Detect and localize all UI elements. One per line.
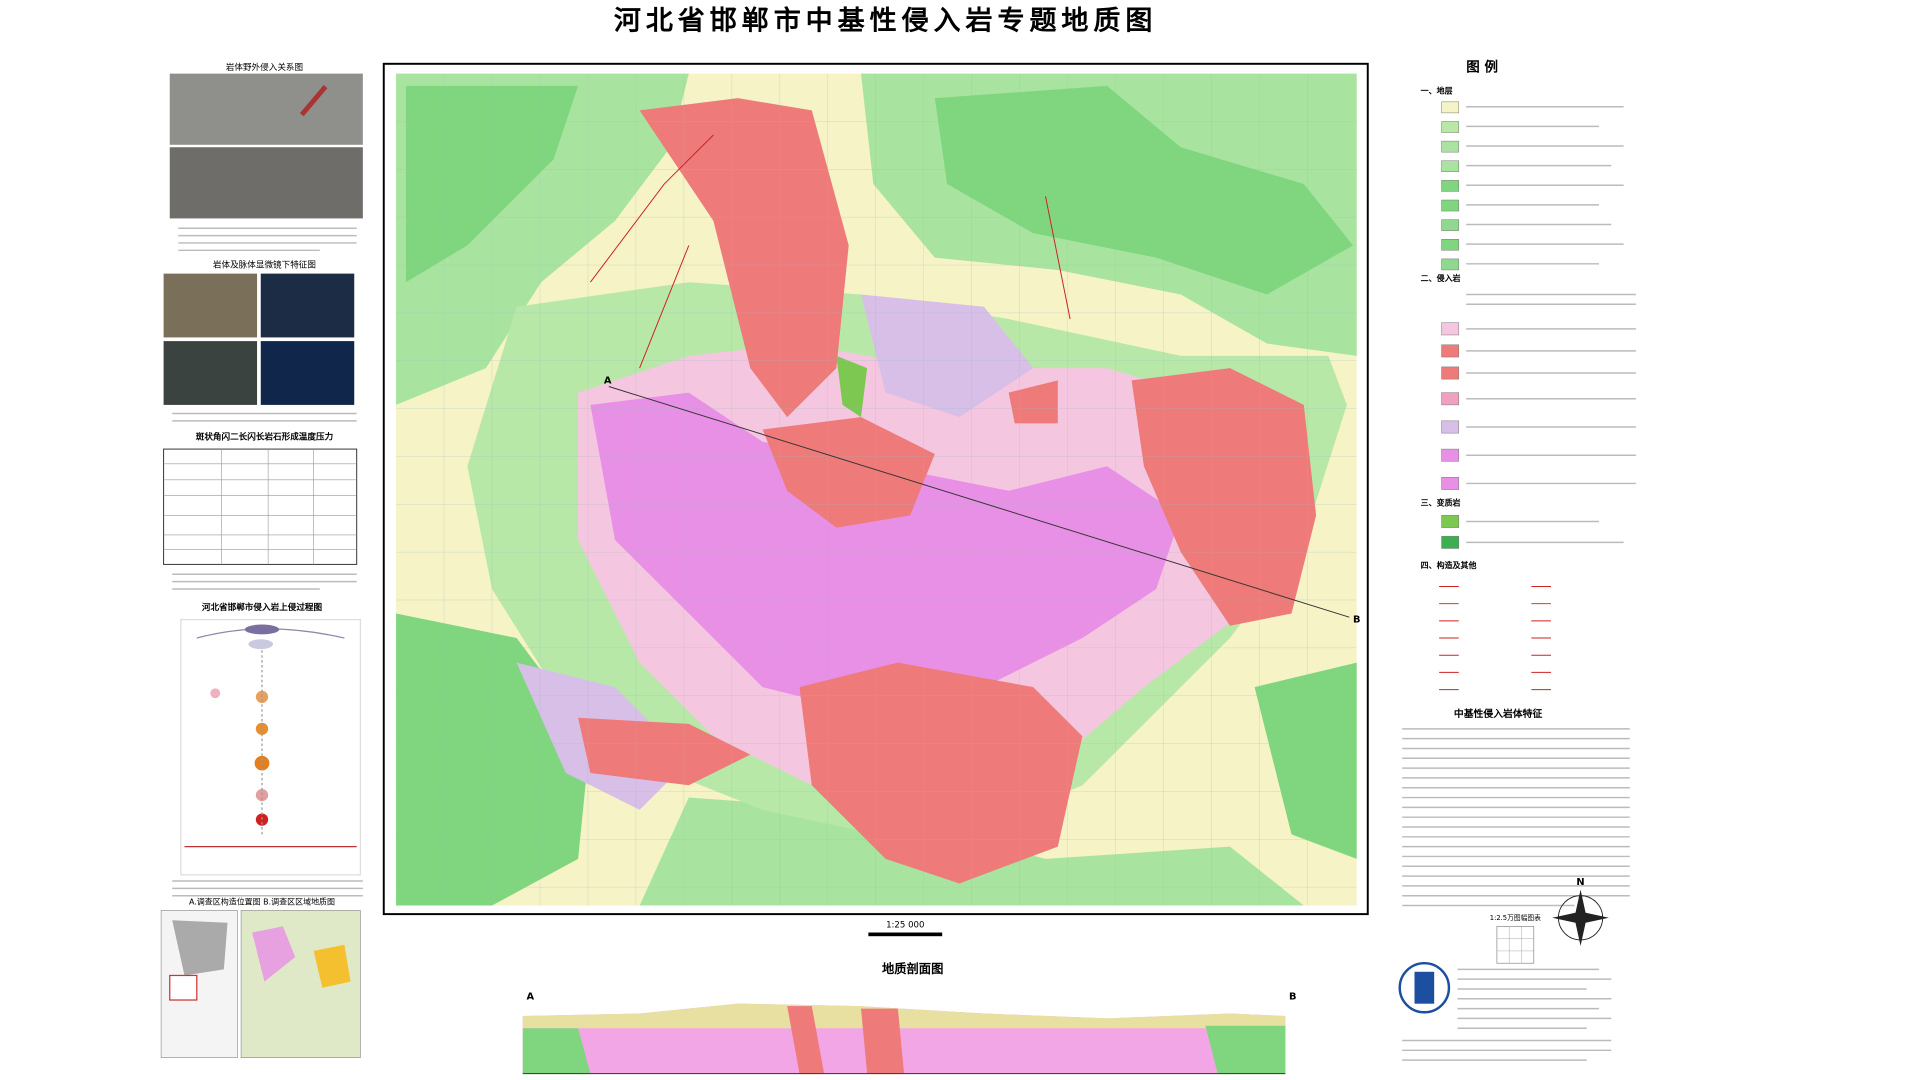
features-shape [1496, 926, 1534, 964]
legend-shape [1441, 199, 1460, 212]
left-panel-shape [163, 273, 258, 338]
left-panel-shape [180, 619, 362, 876]
label: B [1289, 991, 1296, 1002]
label: B [1353, 615, 1360, 626]
legend-shape [1441, 515, 1460, 528]
label: A [526, 991, 534, 1002]
legend-shape [1441, 258, 1460, 271]
label: 地质剖面图 [882, 961, 943, 976]
left-panel-shape [260, 341, 355, 405]
left-panel-shape [210, 688, 221, 699]
features-shape [1552, 889, 1609, 947]
features-shape [1402, 728, 1630, 907]
left-panel-shape [163, 341, 258, 405]
left-panel-shape [172, 880, 363, 897]
legend-shape [1441, 239, 1460, 251]
left-panel-shape [178, 227, 357, 252]
label: 岩体及脉体显微镜下特征图 [213, 259, 316, 271]
left-panel-shape [244, 624, 280, 635]
legend-shape [1441, 535, 1460, 549]
left-panel-shape [260, 273, 355, 338]
geologic-map-shape [578, 717, 751, 786]
legend-shape [1441, 366, 1460, 380]
features-shape [1414, 971, 1435, 1004]
legend-shape [1441, 219, 1460, 231]
geologic-map-shape [1254, 662, 1357, 859]
legend: 图 例 一、地层 二、侵入岩 三、变质岩 四、构造及其他 [1421, 58, 1636, 691]
cross-section-shape [787, 1006, 905, 1074]
left-panel-shape [169, 73, 363, 145]
left-panel-shape [172, 920, 228, 976]
geologic-map-shape [868, 932, 943, 937]
legend-shape [1441, 392, 1460, 406]
geologic-map-shape [608, 386, 1350, 618]
label: 一、地层 [1421, 85, 1453, 95]
cross-section: 地质剖面图 A B [522, 961, 1297, 1075]
left-panel-shape [172, 412, 357, 422]
geologic-map-shape [836, 355, 868, 418]
left-panel-shape [248, 639, 274, 650]
left-panel-shape [299, 84, 328, 117]
left-panel-shape [172, 573, 357, 590]
title: 河北省邯郸市中基性侵入岩专题地质图 [614, 5, 1157, 37]
legend-shape [1441, 121, 1460, 133]
left-panel-shape [169, 147, 363, 219]
features-shape [1496, 926, 1535, 964]
cross-section-shape [522, 1028, 591, 1074]
geologic-map-shape [934, 85, 1353, 295]
legend-shape [1441, 344, 1460, 358]
legend-shape [1439, 586, 1552, 691]
geologic-map-shape-shape [396, 121, 1357, 888]
legend-shape [1441, 322, 1460, 336]
label: 二、侵入岩 [1421, 273, 1461, 283]
content: 河北省邯郸市中基性侵入岩专题地质图 岩体野外侵入关系图 岩体及脉体显微镜下特征图… [160, 5, 1636, 1075]
left-panel-shape [169, 974, 198, 1001]
legend-shape [1441, 160, 1460, 173]
geologic-map-shape [396, 73, 1357, 906]
label: 三、变质岩 [1421, 498, 1461, 508]
geologic-map-shape [590, 134, 1071, 369]
label: 河北省邯郸市侵入岩上侵过程图 [202, 601, 323, 613]
label: N [1576, 877, 1584, 888]
left-panel-shape [163, 449, 357, 565]
geologic-map-shape [1131, 368, 1317, 626]
geologic-map-shape [799, 662, 1083, 884]
legend-shape [1441, 101, 1460, 114]
label: 1:2.5万图幅图表 [1490, 913, 1541, 922]
left-panel-shape [163, 448, 358, 565]
geologic-map-shape [762, 417, 935, 528]
legend-shape [1441, 448, 1460, 462]
label: 斑状角闪二长闪长岩石形成温度压力 [196, 430, 333, 442]
legend-shape [1441, 477, 1460, 490]
left-panel-shape [313, 944, 351, 988]
label: 图 例 [1466, 58, 1498, 75]
features: 中基性侵入岩体特征 1:2.5万图幅图表 N [1398, 707, 1630, 1061]
features-shape [1402, 968, 1612, 1061]
legend-shape [1441, 420, 1460, 434]
geologic-map-shape-shape [443, 73, 1308, 906]
left-panel: 岩体野外侵入关系图 岩体及脉体显微镜下特征图 斑状角闪二长闪长岩石形成温度压力 … [160, 61, 363, 1058]
geologic-map: A B 1:25 000 [382, 62, 1369, 937]
legend-shape [1441, 180, 1460, 192]
label: 中基性侵入岩体特征 [1454, 707, 1543, 720]
legend-shape [1441, 140, 1460, 153]
geologic-map-shape [861, 294, 1034, 418]
label: A [604, 375, 612, 386]
label: 岩体野外侵入关系图 [226, 61, 303, 73]
label: 四、构造及其他 [1421, 560, 1477, 570]
label: 1:25 000 [886, 921, 924, 931]
geologic-map-shape [1008, 380, 1058, 424]
cross-section-shape [1205, 1025, 1286, 1074]
geologic-map-shape [639, 98, 849, 418]
label: A.调查区构造位置图 B.调查区区域地质图 [189, 896, 335, 906]
left-panel-shape [252, 926, 296, 982]
legend-shape [1466, 106, 1636, 544]
cross-section-shape [522, 1003, 1286, 1029]
